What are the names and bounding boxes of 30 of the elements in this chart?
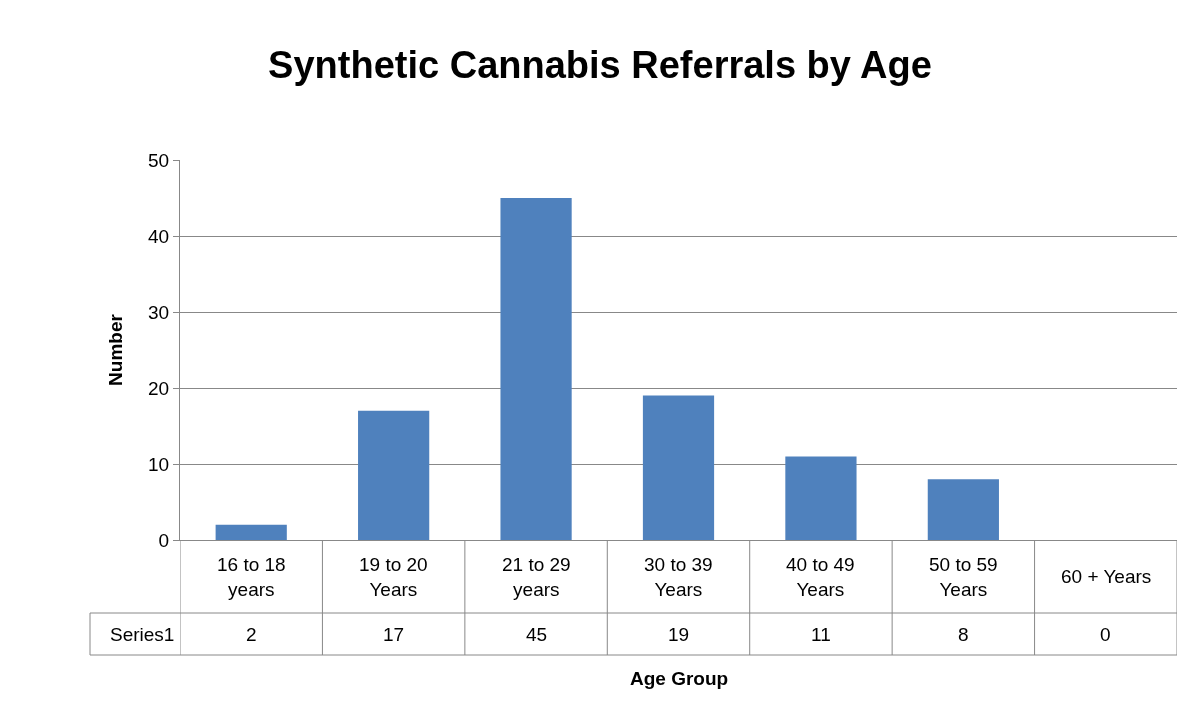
x-tick-label: 50 to 59 Years	[929, 554, 998, 600]
bar	[927, 479, 999, 540]
data-label: 45	[526, 624, 548, 645]
x-tick-label: 30 to 39 Years	[644, 554, 713, 600]
bar	[215, 524, 287, 540]
x-tick-label: 60 + Years	[1061, 566, 1152, 587]
bar	[785, 456, 857, 540]
y-tick-label: 0	[158, 529, 170, 551]
data-label: 0	[1100, 624, 1111, 645]
data-label: 19	[668, 624, 690, 645]
x-tick-label: 16 to 18 years	[217, 554, 286, 600]
y-tick-label: 10	[148, 453, 170, 475]
bar	[500, 198, 572, 540]
y-tick-label: 50	[148, 149, 170, 171]
x-tick-label: 40 to 49 Years	[786, 554, 855, 600]
data-label: 17	[383, 624, 405, 645]
y-tick-label: 30	[148, 301, 170, 323]
bar	[642, 395, 715, 540]
x-tick-label: 19 to 20 Years	[359, 554, 428, 600]
chart-title: Synthetic Cannabis Referrals by Age	[268, 44, 932, 87]
y-tick-label: 40	[148, 225, 170, 247]
y-axis-title: Number	[104, 313, 126, 386]
data-label: 8	[958, 624, 969, 645]
x-tick-label: 21 to 29 years	[502, 554, 571, 600]
bar	[358, 410, 430, 540]
x-axis-title: Age Group	[630, 668, 729, 689]
data-label: 11	[811, 624, 831, 645]
text: Series1	[110, 624, 175, 645]
y-tick-label: 20	[148, 377, 170, 399]
data-label: 2	[246, 624, 257, 645]
